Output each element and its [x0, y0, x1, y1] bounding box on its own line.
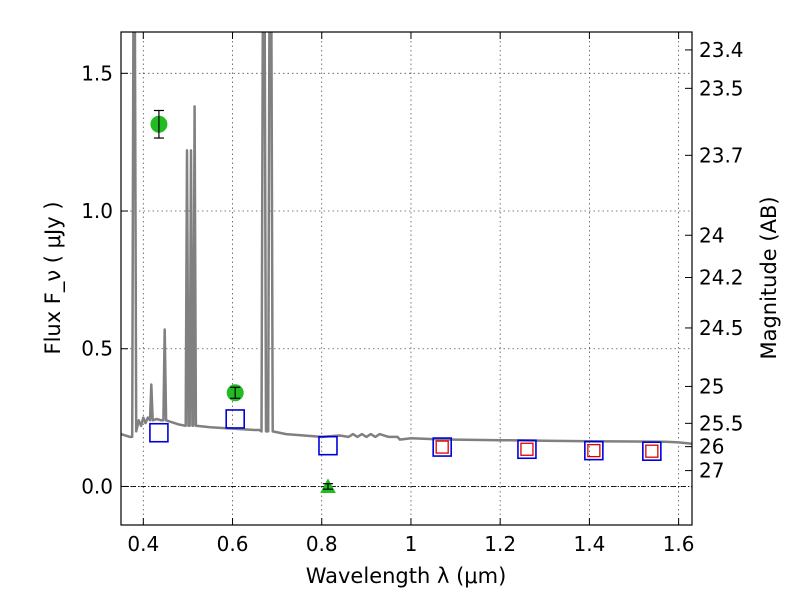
- model-flux-square-inner: [435, 440, 449, 454]
- mag-tick-label: 27: [699, 459, 724, 483]
- sed-model-spectrum: [121, 32, 692, 446]
- model-flux-square-inner: [587, 443, 601, 458]
- x-tick-label: 0.8: [306, 532, 338, 556]
- mag-tick-label: 23.7: [699, 143, 744, 167]
- mag-tick-label: 26: [699, 435, 724, 459]
- model-flux-square: [642, 441, 662, 461]
- y-axis-label-left: Flux F_ν ( μJy ): [41, 201, 66, 354]
- sed-model-line: [121, 32, 692, 446]
- x-tick-label: 1.2: [484, 532, 516, 556]
- plot-frame: [120, 31, 693, 526]
- model-flux-square: [432, 437, 452, 457]
- mag-tick-label: 24.5: [699, 316, 744, 340]
- y-tick-label: 1.5: [81, 61, 113, 85]
- grid-lines: [121, 32, 692, 525]
- model-flux-square: [584, 440, 604, 461]
- x-tick-label: 1.6: [663, 532, 695, 556]
- x-tick-label: 1.4: [573, 532, 605, 556]
- y-tick-label: 0.5: [81, 337, 113, 361]
- mag-tick-label: 23.4: [699, 38, 744, 62]
- axis-ticks: 0.4 0.6 0.8 1 1.2 1.4 1.6 0.0 0.5 1.0 1.5 23.4 23.5 2…: [81, 32, 744, 556]
- mag-tick-label: 25: [699, 374, 724, 398]
- x-tick-label: 0.4: [127, 532, 159, 556]
- mag-tick-label: 24.2: [699, 266, 744, 290]
- model-flux-square: [517, 439, 537, 460]
- mag-tick-label: 23.5: [699, 76, 744, 100]
- y-tick-label: 1.0: [81, 199, 113, 223]
- mag-tick-label: 24: [699, 223, 724, 247]
- model-flux-square: [149, 422, 169, 443]
- x-axis-label: Wavelength λ (μm): [306, 564, 507, 588]
- y-axis-label-right: Magnitude (AB): [757, 196, 781, 359]
- model-flux-square: [318, 435, 338, 456]
- x-tick-label: 0.6: [217, 532, 249, 556]
- photometry-markers: [149, 109, 662, 493]
- mag-tick-label: 25.5: [699, 411, 744, 435]
- model-flux-square: [225, 409, 245, 429]
- model-flux-square-inner: [645, 444, 659, 458]
- x-tick-label: 1: [405, 532, 418, 556]
- model-flux-square-inner: [520, 442, 534, 456]
- y-tick-label: 0.0: [81, 474, 113, 498]
